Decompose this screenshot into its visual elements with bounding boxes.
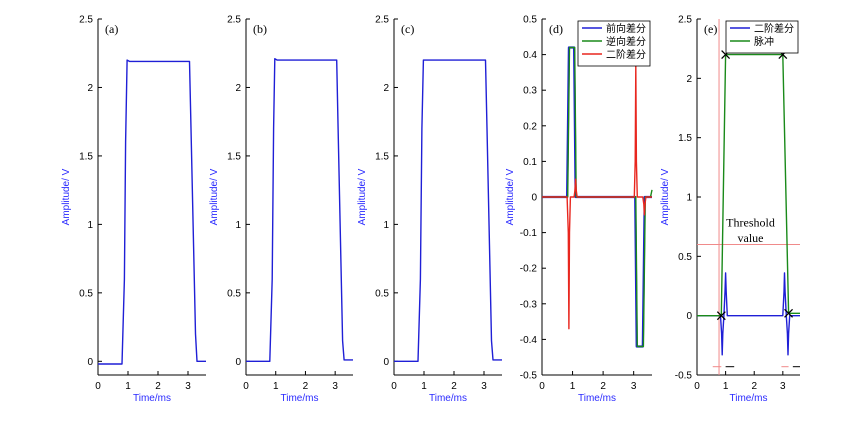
y-tick-label: 0 <box>383 357 389 368</box>
y-tick-label: 0.2 <box>523 121 537 132</box>
y-tick-label: 0.5 <box>227 288 241 299</box>
x-tick-label: 2 <box>155 381 161 392</box>
x-tick-label: 0 <box>391 381 397 392</box>
legend-box <box>725 20 799 54</box>
y-tick-label: 1 <box>87 220 93 231</box>
y-tick-label: 2 <box>686 74 692 85</box>
y-axis-label: Amplitude/ V <box>660 168 671 225</box>
x-tick-label: 2 <box>751 381 757 392</box>
x-axis-label: Time/ms <box>133 393 171 404</box>
y-tick-label: 0.5 <box>678 252 692 263</box>
panel-d: -0.5 -0.4 -0.3 -0.2 -0.1 0 0.1 0.2 0.3 0.4 0.5 0 1 2 3… <box>505 15 653 404</box>
x-tick-label: 3 <box>780 381 786 392</box>
y-tick-label: -0.4 <box>520 335 538 346</box>
y-tick-label: 2 <box>383 83 389 94</box>
series-line-0 <box>697 272 800 356</box>
y-tick-label: 1 <box>235 220 241 231</box>
series-line-0 <box>246 58 353 362</box>
y-tick-label: 2.5 <box>375 15 389 26</box>
legend-label: 脉冲 <box>754 35 774 48</box>
cross-marker <box>716 311 726 321</box>
panel-label: (c) <box>401 22 414 36</box>
y-tick-label: 0.5 <box>79 288 93 299</box>
panel-label: (a) <box>105 22 118 36</box>
y-tick-label: 1 <box>686 193 692 204</box>
x-axis-label: Time/ms <box>281 393 319 404</box>
y-tick-label: -0.5 <box>675 371 693 382</box>
panel-label: (e) <box>704 22 717 36</box>
x-tick-label: 1 <box>421 381 427 392</box>
series-line-2 <box>542 64 652 330</box>
panel-b: 0 0.5 1 1.5 2 2.5 0 1 2 3 Time/ms Amplitude/ V (b) <box>209 15 353 404</box>
y-axis-label: Amplitude/ V <box>505 168 516 225</box>
y-tick-label: 1.5 <box>227 151 241 162</box>
y-tick-label: 1 <box>383 220 389 231</box>
annotation-value: value <box>738 231 764 245</box>
y-tick-label: 2 <box>87 83 93 94</box>
y-tick-label: 2 <box>235 83 241 94</box>
y-tick-label: 1.5 <box>375 151 389 162</box>
x-axis-label: Time/ms <box>730 393 768 404</box>
x-tick-label: 0 <box>243 381 249 392</box>
panel-label: (b) <box>253 22 267 36</box>
x-tick-label: 0 <box>95 381 101 392</box>
cross-stroke <box>716 311 726 321</box>
x-tick-label: 2 <box>451 381 457 392</box>
x-axis-label: Time/ms <box>578 393 616 404</box>
x-tick-label: 1 <box>125 381 131 392</box>
y-tick-label: -0.3 <box>520 299 538 310</box>
y-tick-label: -0.1 <box>520 228 538 239</box>
cross-marker <box>784 308 794 318</box>
annotation-threshold: Threshold <box>726 216 775 230</box>
y-tick-label: 0.4 <box>523 50 537 61</box>
y-tick-label: 1.5 <box>678 133 692 144</box>
x-tick-label: 2 <box>600 381 606 392</box>
y-axis-label: Amplitude/ V <box>61 168 72 225</box>
series-line-0 <box>98 59 206 365</box>
x-tick-label: 3 <box>185 381 191 392</box>
y-tick-label: 0 <box>235 357 241 368</box>
legend-label: 前向差分 <box>606 22 646 35</box>
legend-label: 逆向差分 <box>606 35 646 48</box>
y-tick-label: 0.1 <box>523 157 537 168</box>
y-tick-label: -0.2 <box>520 264 538 275</box>
y-tick-label: 2.5 <box>678 15 692 26</box>
x-tick-label: 3 <box>332 381 338 392</box>
y-tick-label: -0.5 <box>520 371 538 382</box>
x-tick-label: 1 <box>723 381 729 392</box>
y-axis-label: Amplitude/ V <box>209 168 220 225</box>
legend-label: 二阶差分 <box>606 48 646 61</box>
x-tick-label: 1 <box>273 381 279 392</box>
x-tick-label: 3 <box>481 381 487 392</box>
x-tick-label: 1 <box>570 381 576 392</box>
x-axis-label: Time/ms <box>429 393 467 404</box>
y-tick-label: 0 <box>531 193 537 204</box>
legend-label: 二阶差分 <box>754 22 794 35</box>
series-line-1 <box>697 53 800 317</box>
panel-label: (d) <box>549 22 563 36</box>
x-tick-label: 0 <box>539 381 545 392</box>
cross-stroke <box>784 308 794 318</box>
y-tick-label: 2.5 <box>79 15 93 26</box>
y-tick-label: 0 <box>686 311 692 322</box>
y-tick-label: 0.5 <box>375 288 389 299</box>
series-line-0 <box>394 59 502 362</box>
panel-a: 0 0.5 1 1.5 2 2.5 0 1 2 3 Time/ms Amplitude/ V (a) <box>61 15 206 404</box>
y-tick-label: 0.5 <box>523 15 537 26</box>
y-axis-label: Amplitude/ V <box>357 168 368 225</box>
y-tick-label: 0 <box>87 357 93 368</box>
x-tick-label: 2 <box>303 381 309 392</box>
y-tick-label: 2.5 <box>227 15 241 26</box>
x-tick-label: 0 <box>694 381 700 392</box>
panel-c: 0 0.5 1 1.5 2 2.5 0 1 2 3 Time/ms Amplitude/ V (c) <box>357 15 502 404</box>
y-tick-label: 1.5 <box>79 151 93 162</box>
y-tick-label: 0.3 <box>523 86 537 97</box>
x-tick-label: 3 <box>631 381 637 392</box>
